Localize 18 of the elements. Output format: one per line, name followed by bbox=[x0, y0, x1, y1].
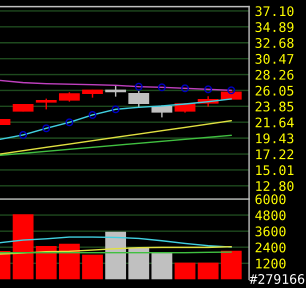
y-tick-label: 21.64 bbox=[256, 117, 294, 128]
y-tick-label: 4800 bbox=[255, 210, 286, 220]
y-tick-label: 17.22 bbox=[256, 149, 294, 160]
y-tick-label: 30.47 bbox=[256, 54, 294, 64]
y-tick-label: 1200 bbox=[256, 258, 286, 269]
y-tick-label: 28.26 bbox=[256, 70, 294, 80]
y-tick-label: 3600 bbox=[256, 226, 286, 236]
y-tick-label: 37.10 bbox=[256, 6, 294, 16]
y-tick-label: 2400 bbox=[256, 242, 286, 252]
y-tick-label: 32.68 bbox=[256, 38, 294, 48]
y-tick-label: 23.85 bbox=[256, 102, 294, 112]
y-tick-label: 26.05 bbox=[256, 86, 294, 96]
text: #279166 bbox=[249, 274, 304, 284]
y-tick-label: 19.43 bbox=[256, 133, 294, 144]
y-tick-label: 12.80 bbox=[256, 181, 294, 192]
y-tick-label: 15.01 bbox=[256, 165, 294, 176]
y-tick-label: 6000 bbox=[255, 194, 286, 204]
y-tick-label: 34.89 bbox=[256, 22, 294, 32]
